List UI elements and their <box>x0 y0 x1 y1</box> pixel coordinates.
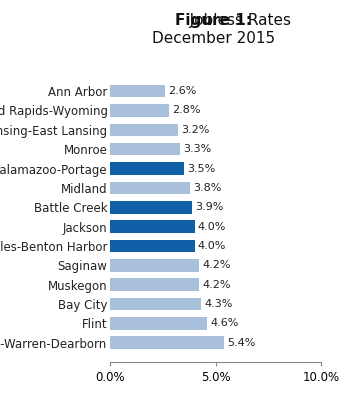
Text: 4.0%: 4.0% <box>198 222 226 232</box>
Bar <box>110 85 165 98</box>
Bar <box>110 278 199 291</box>
Text: 4.6%: 4.6% <box>210 318 239 328</box>
Bar <box>110 201 193 213</box>
Text: 4.3%: 4.3% <box>204 299 233 309</box>
Bar <box>110 143 180 156</box>
Text: 3.3%: 3.3% <box>183 144 211 154</box>
Text: 3.5%: 3.5% <box>187 164 216 174</box>
Text: 3.9%: 3.9% <box>196 202 224 212</box>
Bar <box>110 123 178 136</box>
Text: Jobless Rates: Jobless Rates <box>136 13 292 28</box>
Bar <box>110 162 184 175</box>
Text: 4.2%: 4.2% <box>202 260 230 270</box>
Text: 5.4%: 5.4% <box>227 338 256 348</box>
Text: 3.2%: 3.2% <box>181 125 209 135</box>
Bar <box>110 317 207 330</box>
Bar <box>110 240 195 252</box>
Bar <box>110 104 169 117</box>
Text: 2.6%: 2.6% <box>168 86 197 96</box>
Text: 3.8%: 3.8% <box>194 183 222 193</box>
Text: 4.2%: 4.2% <box>202 280 230 290</box>
Text: 2.8%: 2.8% <box>172 105 201 115</box>
Bar <box>110 220 195 233</box>
Text: Figure 1:: Figure 1: <box>175 13 253 28</box>
Bar <box>110 181 190 194</box>
Bar <box>110 298 201 310</box>
Bar <box>110 259 199 271</box>
Bar <box>110 336 224 349</box>
Text: 4.0%: 4.0% <box>198 241 226 251</box>
Text: December 2015: December 2015 <box>152 31 275 46</box>
